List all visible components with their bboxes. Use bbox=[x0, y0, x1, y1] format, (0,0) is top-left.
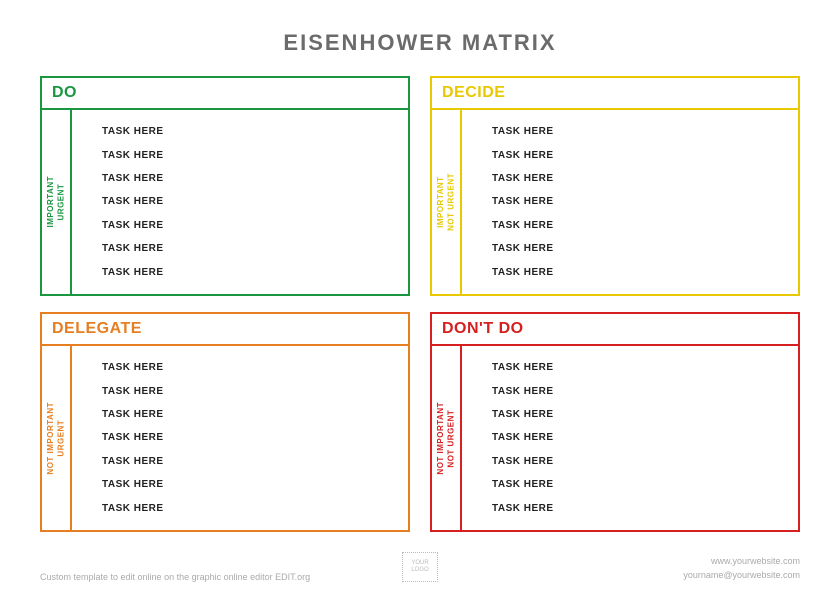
task-item: TASK HERE bbox=[492, 386, 798, 397]
task-item: TASK HERE bbox=[102, 220, 408, 231]
task-item: TASK HERE bbox=[492, 362, 798, 373]
quadrant-do: DO IMPORTANT URGENT TASK HERE TASK HERE … bbox=[40, 76, 410, 296]
matrix-grid: DO IMPORTANT URGENT TASK HERE TASK HERE … bbox=[40, 76, 800, 532]
task-item: TASK HERE bbox=[102, 243, 408, 254]
task-item: TASK HERE bbox=[492, 173, 798, 184]
side-label: IMPORTANT NOT URGENT bbox=[432, 110, 462, 294]
task-item: TASK HERE bbox=[102, 267, 408, 278]
side-label-text: NOT IMPORTANT URGENT bbox=[46, 402, 67, 475]
task-item: TASK HERE bbox=[102, 386, 408, 397]
quadrant-header: DO bbox=[42, 78, 408, 110]
page-title: EISENHOWER MATRIX bbox=[40, 30, 800, 56]
footer-contact: www.yourwebsite.com yourname@yourwebsite… bbox=[683, 555, 800, 582]
quadrant-header: DECIDE bbox=[432, 78, 798, 110]
task-item: TASK HERE bbox=[102, 456, 408, 467]
footer-website: www.yourwebsite.com bbox=[683, 555, 800, 569]
task-item: TASK HERE bbox=[492, 503, 798, 514]
quadrant-body: NOT IMPORTANT URGENT TASK HERE TASK HERE… bbox=[42, 346, 408, 530]
task-item: TASK HERE bbox=[102, 150, 408, 161]
footer-email: yourname@yourwebsite.com bbox=[683, 569, 800, 583]
footer-credit: Custom template to edit online on the gr… bbox=[40, 572, 310, 582]
side-label-text: IMPORTANT NOT URGENT bbox=[436, 173, 457, 231]
task-item: TASK HERE bbox=[102, 409, 408, 420]
logo-placeholder: YOUR LOGO bbox=[402, 552, 438, 582]
task-item: TASK HERE bbox=[492, 267, 798, 278]
task-item: TASK HERE bbox=[102, 126, 408, 137]
quadrant-header: DELEGATE bbox=[42, 314, 408, 346]
task-item: TASK HERE bbox=[492, 432, 798, 443]
task-item: TASK HERE bbox=[492, 150, 798, 161]
quadrant-dont-do: DON'T DO NOT IMPORTANT NOT URGENT TASK H… bbox=[430, 312, 800, 532]
quadrant-delegate: DELEGATE NOT IMPORTANT URGENT TASK HERE … bbox=[40, 312, 410, 532]
task-item: TASK HERE bbox=[102, 173, 408, 184]
task-item: TASK HERE bbox=[492, 456, 798, 467]
side-label-text: IMPORTANT URGENT bbox=[46, 176, 67, 227]
task-list: TASK HERE TASK HERE TASK HERE TASK HERE … bbox=[72, 346, 408, 530]
task-item: TASK HERE bbox=[492, 479, 798, 490]
task-list: TASK HERE TASK HERE TASK HERE TASK HERE … bbox=[462, 110, 798, 294]
task-item: TASK HERE bbox=[102, 479, 408, 490]
side-label-text: NOT IMPORTANT NOT URGENT bbox=[436, 402, 457, 475]
quadrant-decide: DECIDE IMPORTANT NOT URGENT TASK HERE TA… bbox=[430, 76, 800, 296]
quadrant-body: NOT IMPORTANT NOT URGENT TASK HERE TASK … bbox=[432, 346, 798, 530]
task-item: TASK HERE bbox=[492, 196, 798, 207]
side-label: NOT IMPORTANT NOT URGENT bbox=[432, 346, 462, 530]
task-item: TASK HERE bbox=[492, 243, 798, 254]
task-item: TASK HERE bbox=[492, 126, 798, 137]
task-list: TASK HERE TASK HERE TASK HERE TASK HERE … bbox=[72, 110, 408, 294]
quadrant-body: IMPORTANT NOT URGENT TASK HERE TASK HERE… bbox=[432, 110, 798, 294]
task-item: TASK HERE bbox=[492, 409, 798, 420]
task-item: TASK HERE bbox=[102, 432, 408, 443]
task-item: TASK HERE bbox=[102, 503, 408, 514]
side-label: IMPORTANT URGENT bbox=[42, 110, 72, 294]
side-label: NOT IMPORTANT URGENT bbox=[42, 346, 72, 530]
task-item: TASK HERE bbox=[102, 362, 408, 373]
task-item: TASK HERE bbox=[102, 196, 408, 207]
quadrant-header: DON'T DO bbox=[432, 314, 798, 346]
task-item: TASK HERE bbox=[492, 220, 798, 231]
task-list: TASK HERE TASK HERE TASK HERE TASK HERE … bbox=[462, 346, 798, 530]
quadrant-body: IMPORTANT URGENT TASK HERE TASK HERE TAS… bbox=[42, 110, 408, 294]
